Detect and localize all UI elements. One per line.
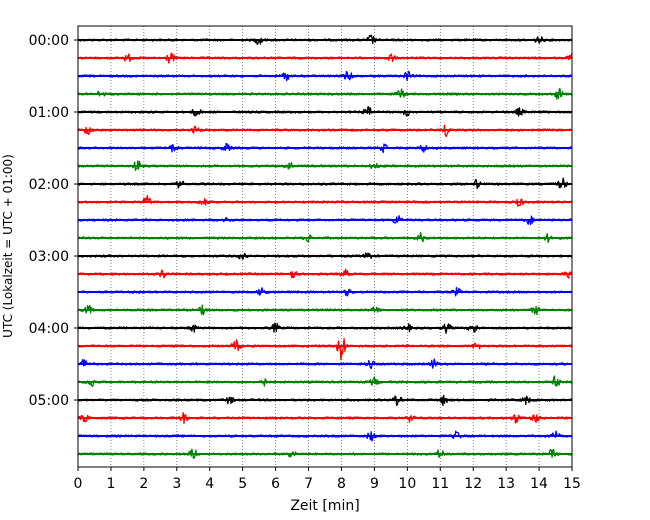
x-tick-label: 8 [337, 476, 346, 492]
y-tick-label: 03:00 [29, 249, 69, 265]
x-axis-ticks: 0 1 2 3 4 5 6 7 8 9 10 11 12 13 14 15 [74, 467, 581, 492]
x-axis-label: Zeit [min] [290, 498, 359, 514]
x-tick-label: 10 [398, 476, 416, 492]
x-tick-label: 0 [74, 476, 83, 492]
y-tick-label: 02:00 [29, 177, 69, 193]
x-tick-label: 9 [370, 476, 379, 492]
trace-02:15 [77, 194, 573, 207]
x-tick-label: 5 [238, 476, 247, 492]
x-tick-label: 3 [172, 476, 181, 492]
x-tick-label: 6 [271, 476, 280, 492]
y-axis-ticks: 00:00 01:00 02:00 03:00 04:00 05:00 [29, 33, 78, 409]
x-tick-label: 13 [497, 476, 515, 492]
plot-frame [77, 25, 573, 468]
y-tick-label: 01:00 [29, 105, 69, 121]
x-tick-label: 14 [530, 476, 548, 492]
y-tick-label: 00:00 [29, 33, 69, 49]
x-tick-label: 1 [106, 476, 115, 492]
trace-04:15 [77, 338, 573, 361]
x-tick-label: 4 [205, 476, 214, 492]
x-tick-label: 2 [139, 476, 148, 492]
y-tick-label: 04:00 [29, 321, 69, 337]
x-tick-label: 12 [464, 476, 482, 492]
x-tick-label: 11 [431, 476, 449, 492]
y-axis-label: UTC (Lokalzeit = UTC + 01:00) [1, 154, 15, 338]
y-tick-label: 05:00 [29, 393, 69, 409]
x-tick-label: 7 [304, 476, 313, 492]
x-tick-label: 15 [563, 476, 581, 492]
trace-series [77, 34, 573, 460]
